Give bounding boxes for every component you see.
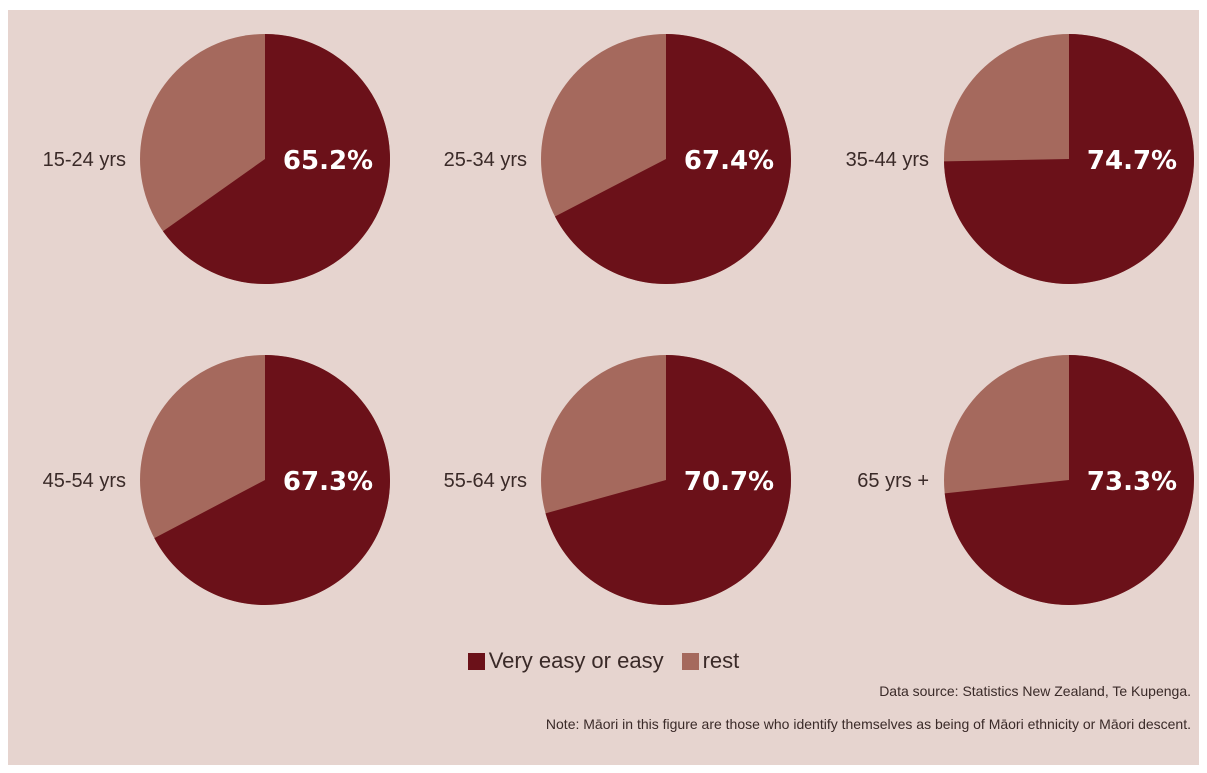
pie-age-label: 55-64 yrs xyxy=(444,470,527,492)
pie-percent-label: 70.7% xyxy=(684,467,774,497)
legend-item-rest: rest xyxy=(681,648,740,674)
pie-1: 65.2% 15-24 yrs xyxy=(43,34,390,284)
legend-label-rest: rest xyxy=(702,648,740,673)
pie-3: 74.7% 35-44 yrs xyxy=(846,34,1194,284)
footnote: Note: Māori in this figure are those who… xyxy=(545,716,1191,732)
pie-6: 73.3% 65 yrs + xyxy=(857,355,1194,605)
pie-slice-very-easy xyxy=(545,355,791,605)
pie-4: 67.3% 45-54 yrs xyxy=(43,355,391,606)
pie-age-label: 45-54 yrs xyxy=(43,470,126,492)
pie-age-label: 65 yrs + xyxy=(857,470,929,492)
pie-percent-label: 67.3% xyxy=(283,467,373,497)
pie-percent-label: 65.2% xyxy=(283,146,373,176)
pie-percent-label: 74.7% xyxy=(1087,146,1177,176)
legend-item-very-easy: Very easy or easy xyxy=(467,648,664,674)
pie-percent-label: 73.3% xyxy=(1087,467,1177,497)
legend-swatch-very-easy xyxy=(467,652,485,670)
pie-slice-very-easy xyxy=(162,34,390,284)
pie-age-label: 15-24 yrs xyxy=(43,149,126,171)
data-source: Data source: Statistics New Zealand, Te … xyxy=(879,683,1191,699)
pie-slice-very-easy xyxy=(944,34,1194,284)
pie-age-label: 25-34 yrs xyxy=(444,149,527,171)
pie-slice-very-easy xyxy=(154,355,391,606)
pie-2: 67.4% 25-34 yrs xyxy=(444,34,791,284)
legend-swatch-rest xyxy=(681,652,699,670)
pie-age-label: 35-44 yrs xyxy=(846,149,929,171)
pie-5: 70.7% 55-64 yrs xyxy=(444,355,791,605)
pie-slice-very-easy xyxy=(944,355,1194,605)
legend-label-very-easy: Very easy or easy xyxy=(488,648,664,673)
pie-percent-label: 67.4% xyxy=(684,146,774,176)
pie-slice-very-easy xyxy=(554,34,791,284)
legend: Very easy or easy rest xyxy=(0,648,1207,674)
